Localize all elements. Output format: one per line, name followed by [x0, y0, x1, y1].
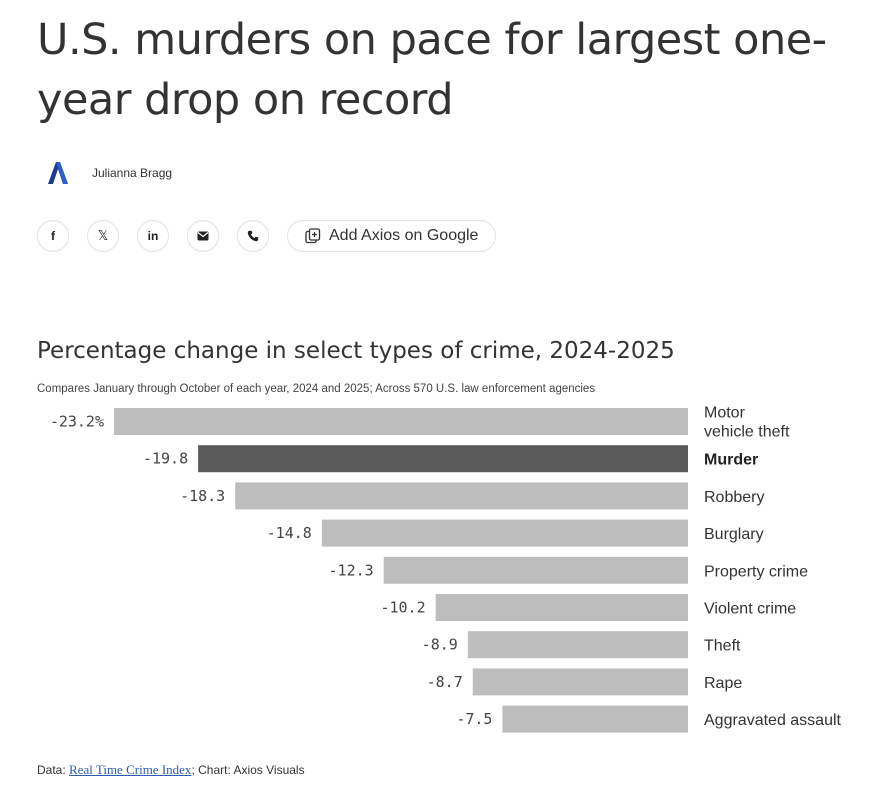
share-bar: f 𝕏 in Add Axios on Google [37, 220, 497, 252]
add-axios-on-google-button[interactable]: Add Axios on Google [287, 220, 497, 252]
add-axios-on-google-label: Add Axios on Google [329, 227, 479, 244]
value-label: -14.8 [267, 524, 312, 542]
bar-theft [467, 631, 688, 659]
value-label: -8.9 [422, 636, 458, 654]
bar-murder [198, 445, 688, 473]
bar-rape [472, 668, 688, 696]
bar-property-crime [383, 556, 688, 584]
value-label: -18.3 [180, 487, 225, 505]
value-label: -23.2% [50, 413, 104, 431]
chart-subtitle: Compares January through October of each… [37, 383, 596, 395]
axios-logo-icon[interactable] [44, 161, 72, 185]
value-label: -19.8 [143, 450, 188, 468]
share-linkedin-button[interactable]: in [137, 220, 169, 252]
category-label: Motor vehicle theft [704, 405, 790, 441]
share-facebook-button[interactable]: f [37, 220, 69, 252]
bar-motor-vehicle-theft [114, 408, 688, 435]
chart-title: Percentage change in select types of cri… [37, 338, 675, 364]
chart-footer: Data: Real Time Crime Index; Chart: Axio… [37, 762, 305, 778]
value-label: -7.5 [456, 710, 492, 728]
bar-robbery [235, 482, 688, 510]
bar-aggravated-assault [502, 705, 688, 733]
bar-burglary [321, 519, 688, 547]
bar-chart: -23.2% Motor vehicle theft -19.8 Murder -18.3… [50, 405, 842, 733]
bar-violent-crime [435, 594, 688, 621]
share-phone-button[interactable] [237, 220, 269, 252]
category-label: Property crime [704, 563, 808, 580]
category-label: Aggravated assault [704, 712, 842, 729]
linkedin-icon: in [147, 229, 159, 243]
chart-credit: ; Chart: Axios Visuals [191, 763, 305, 777]
category-label: Robbery [704, 489, 764, 506]
data-source-link[interactable]: Real Time Crime Index [69, 762, 192, 777]
add-source-icon [305, 228, 321, 244]
category-label: Violent crime [704, 601, 796, 618]
value-label: -8.7 [427, 673, 463, 691]
category-label: Murder [704, 452, 758, 469]
phone-icon [247, 230, 259, 242]
byline: Julianna Bragg [44, 160, 172, 186]
category-label: Theft [704, 638, 741, 655]
share-x-button[interactable]: 𝕏 [87, 220, 119, 252]
value-label: -12.3 [329, 561, 374, 579]
facebook-icon: f [51, 229, 55, 243]
category-label: Rape [704, 675, 742, 692]
share-email-button[interactable] [187, 220, 219, 252]
category-label: Burglary [704, 526, 764, 543]
x-icon: 𝕏 [97, 228, 109, 243]
email-icon [197, 231, 209, 241]
value-label: -10.2 [380, 599, 425, 617]
author-name[interactable]: Julianna Bragg [92, 166, 173, 180]
headline: U.S. murders on pace for largest one-yea… [37, 15, 827, 125]
data-prefix: Data: [37, 763, 70, 777]
